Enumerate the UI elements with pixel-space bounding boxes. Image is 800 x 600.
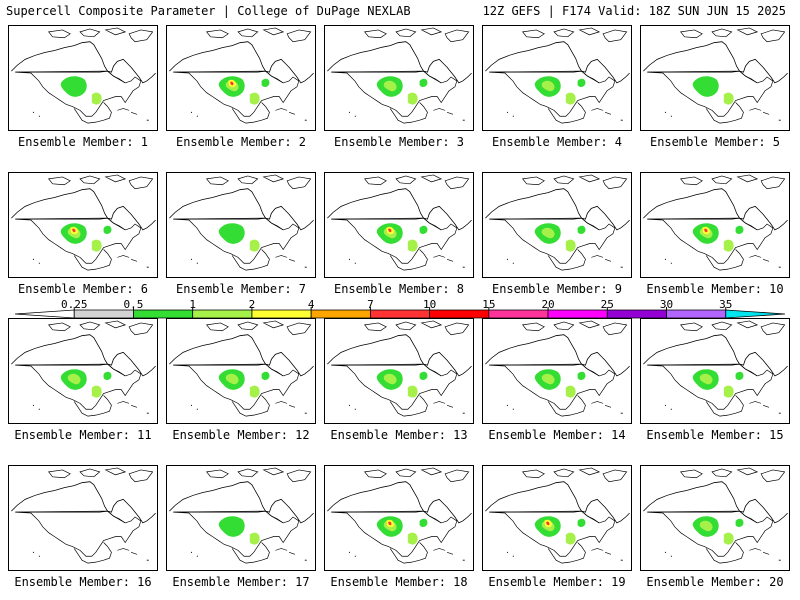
ensemble-member-label: Ensemble Member: 1: [17, 135, 149, 149]
color-scale-tick-label: 15: [482, 298, 496, 311]
ensemble-member-label: Ensemble Member: 10: [646, 282, 784, 296]
north-america-map: [169, 320, 314, 417]
color-scale-tick-label: 0.5: [123, 298, 144, 311]
color-scale-bar: [14, 307, 786, 319]
color-scale-tick-label: 7: [367, 298, 374, 311]
ensemble-member-label: Ensemble Member: 14: [488, 428, 626, 442]
ensemble-map-panel: [482, 172, 632, 278]
north-america-map: [169, 174, 314, 271]
ensemble-map-panel: [8, 318, 158, 424]
run-valid-time: 12Z GEFS | F174 Valid: 18Z SUN JUN 15 20…: [482, 4, 786, 18]
ensemble-member-label: Ensemble Member: 7: [175, 282, 307, 296]
ensemble-member-label: Ensemble Member: 9: [491, 282, 623, 296]
color-scale-segment: [369, 309, 431, 319]
north-america-map: [169, 27, 314, 124]
color-scale-tick-label: 25: [600, 298, 614, 311]
ensemble-map-panel: [482, 318, 632, 424]
color-scale-segment: [666, 309, 727, 319]
color-scale-segment: [488, 309, 549, 319]
ensemble-member-label: Ensemble Member: 17: [172, 575, 310, 589]
north-america-map: [169, 467, 314, 564]
ensemble-map-panel: [166, 172, 316, 278]
color-scale-segment: [14, 309, 75, 319]
ensemble-map-panel: [640, 172, 790, 278]
ensemble-member-label: Ensemble Member: 4: [491, 135, 623, 149]
color-scale-segment: [547, 309, 608, 319]
north-america-map: [11, 467, 156, 564]
ensemble-member-label: Ensemble Member: 11: [14, 428, 152, 442]
color-scale-tick-label: 10: [422, 298, 437, 311]
north-america-map: [485, 320, 630, 417]
north-america-map: [643, 320, 788, 417]
color-scale-segment: [251, 309, 312, 319]
ensemble-member-label: Ensemble Member: 15: [646, 428, 784, 442]
north-america-map: [327, 320, 472, 417]
color-scale-tick-label: 30: [659, 298, 674, 311]
north-america-map: [11, 174, 156, 271]
north-america-map: [485, 467, 630, 564]
north-america-map: [11, 320, 156, 417]
color-scale-segment: [310, 309, 371, 319]
ensemble-member-label: Ensemble Member: 3: [333, 135, 465, 149]
ensemble-map-panel: [482, 25, 632, 131]
color-scale-tick-label: 20: [541, 298, 555, 311]
ensemble-map-panel: [8, 25, 158, 131]
north-america-map: [327, 174, 472, 271]
ensemble-map-panel: [324, 318, 474, 424]
color-scale-tick-label: 1: [189, 298, 196, 311]
ensemble-map-panel: [640, 465, 790, 571]
ensemble-member-label: Ensemble Member: 16: [14, 575, 152, 589]
ensemble-map-panel: [166, 318, 316, 424]
north-america-map: [485, 174, 630, 271]
ensemble-map-panel: [324, 465, 474, 571]
ensemble-member-label: Ensemble Member: 12: [172, 428, 310, 442]
ensemble-member-label: Ensemble Member: 5: [649, 135, 781, 149]
north-america-map: [327, 27, 472, 124]
ensemble-map-panel: [166, 25, 316, 131]
ensemble-member-label: Ensemble Member: 13: [330, 428, 468, 442]
color-scale-tick-label: 2: [248, 298, 256, 311]
color-scale-segment: [606, 309, 667, 319]
page-title: Supercell Composite Parameter | College …: [6, 4, 411, 18]
color-scale-segment: [725, 309, 786, 319]
ensemble-map-panel: [8, 172, 158, 278]
ensemble-member-label: Ensemble Member: 19: [488, 575, 626, 589]
ensemble-member-label: Ensemble Member: 2: [175, 135, 307, 149]
color-scale-tick-label: 4: [307, 298, 315, 311]
color-scale-segment: [429, 309, 490, 319]
color-scale-segment: [73, 309, 134, 319]
color-scale-segment: [133, 309, 194, 319]
north-america-map: [643, 467, 788, 564]
color-scale-tick-label: 35: [719, 298, 733, 311]
ensemble-member-label: Ensemble Member: 18: [330, 575, 468, 589]
north-america-map: [643, 27, 788, 124]
ensemble-map-panel: [482, 465, 632, 571]
ensemble-map-panel: [324, 172, 474, 278]
ensemble-map-panel: [166, 465, 316, 571]
ensemble-map-panel: [640, 318, 790, 424]
color-scale-segment: [192, 309, 253, 319]
ensemble-member-label: Ensemble Member: 20: [646, 575, 784, 589]
north-america-map: [11, 27, 156, 124]
north-america-map: [327, 467, 472, 564]
ensemble-map-panel: [8, 465, 158, 571]
ensemble-map-panel: [640, 25, 790, 131]
ensemble-member-label: Ensemble Member: 6: [17, 282, 149, 296]
ensemble-map-panel: [324, 25, 474, 131]
color-scale-tick-label: 0.25: [60, 298, 88, 311]
north-america-map: [485, 27, 630, 124]
ensemble-member-label: Ensemble Member: 8: [333, 282, 465, 296]
north-america-map: [643, 174, 788, 271]
